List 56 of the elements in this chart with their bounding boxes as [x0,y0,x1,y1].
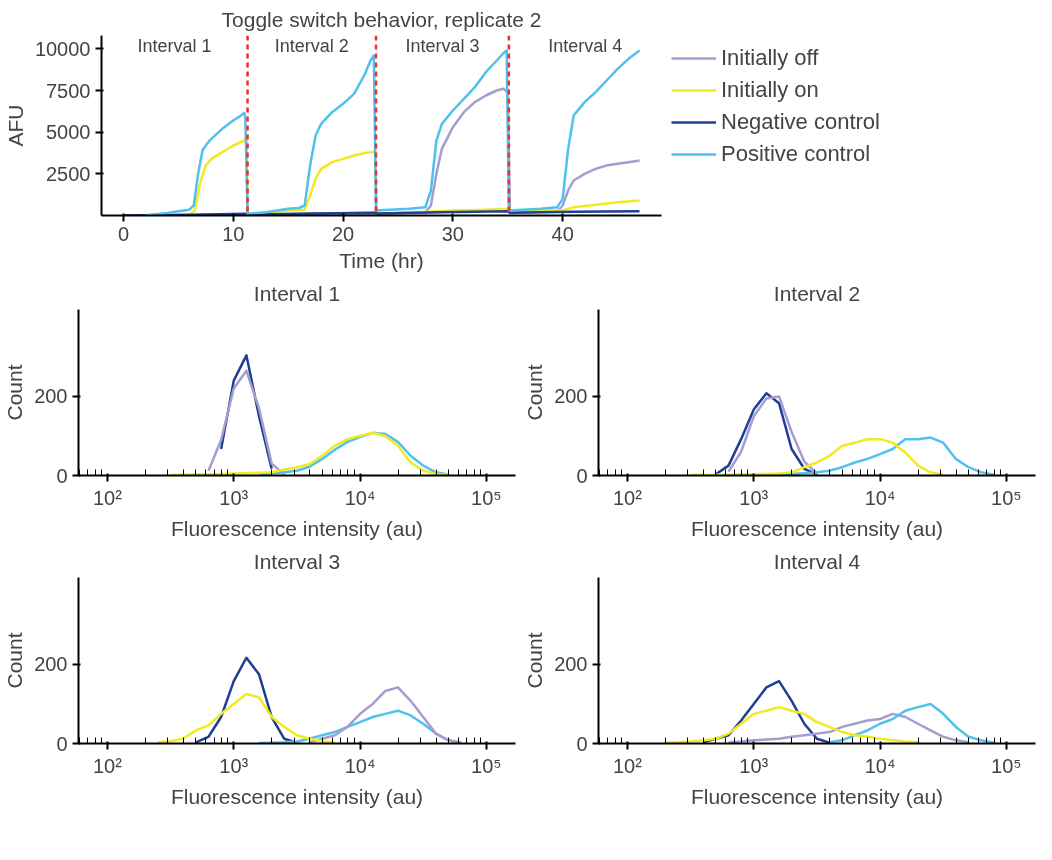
x-axis-title: Fluorescence intensity (au) [690,516,944,540]
annotation: Interval 2 [274,35,349,56]
x-axis-title: Fluorescence intensity (au) [170,784,424,808]
y-tick-label: 7500 [46,79,91,102]
y-axis-title: Count [523,632,547,689]
x-axis-title: Time (hr) [339,248,424,272]
x-tick-label: 10⁴ [864,754,896,777]
chart-title: Toggle switch behavior, replicate 2 [221,7,542,31]
x-axis-title: Fluorescence intensity (au) [690,784,944,808]
legend-label: Initially on [721,77,819,103]
y-tick-label: 0 [56,464,68,487]
annotation: Interval 4 [548,35,623,56]
y-tick-label: 0 [56,732,68,755]
x-tick-label: 10³ [219,486,249,509]
x-tick-label: 10² [92,486,123,509]
annotation: Interval 1 [137,35,212,56]
x-tick-label: 10² [92,754,123,777]
y-tick-label: 10000 [34,37,91,60]
chart-title: Interval 1 [253,281,341,305]
x-tick-label: 10³ [739,754,769,777]
x-tick-label: 10⁵ [991,754,1022,777]
annotation: Interval 3 [405,35,480,56]
y-tick-label: 0 [576,732,588,755]
x-tick-label: 10³ [219,754,249,777]
x-tick-label: 10⁵ [471,486,502,509]
y-tick-label: 200 [554,653,588,676]
chart-title: Interval 2 [773,281,861,305]
y-tick-label: 200 [34,385,68,408]
x-tick-label: 10⁴ [864,486,896,509]
legend-label: Negative control [721,109,880,135]
y-tick-label: 200 [34,653,68,676]
y-axis-title: Count [523,364,547,421]
y-axis-title: Count [3,364,27,421]
x-tick-label: 10⁴ [344,486,376,509]
y-axis-title: Count [3,632,27,689]
y-tick-label: 200 [554,385,588,408]
y-tick-label: 5000 [46,121,91,144]
x-tick-label: 0 [117,222,130,245]
x-tick-label: 10⁵ [471,754,502,777]
x-tick-label: 10² [612,486,643,509]
x-tick-label: 20 [331,222,355,245]
x-tick-label: 30 [441,222,464,245]
x-tick-label: 40 [551,222,574,245]
chart-title: Interval 3 [253,549,341,573]
x-tick-label: 10 [222,222,245,245]
x-tick-label: 10⁴ [344,754,376,777]
y-axis-title: AFU [3,104,27,147]
x-tick-label: 10² [612,754,643,777]
y-tick-label: 2500 [46,162,91,185]
x-axis-title: Fluorescence intensity (au) [170,516,424,540]
x-tick-label: 10⁵ [991,486,1022,509]
legend-label: Initially off [721,45,819,71]
x-tick-label: 10³ [739,486,769,509]
chart-title: Interval 4 [773,549,861,573]
y-tick-label: 0 [576,464,588,487]
legend-label: Positive control [721,141,871,167]
